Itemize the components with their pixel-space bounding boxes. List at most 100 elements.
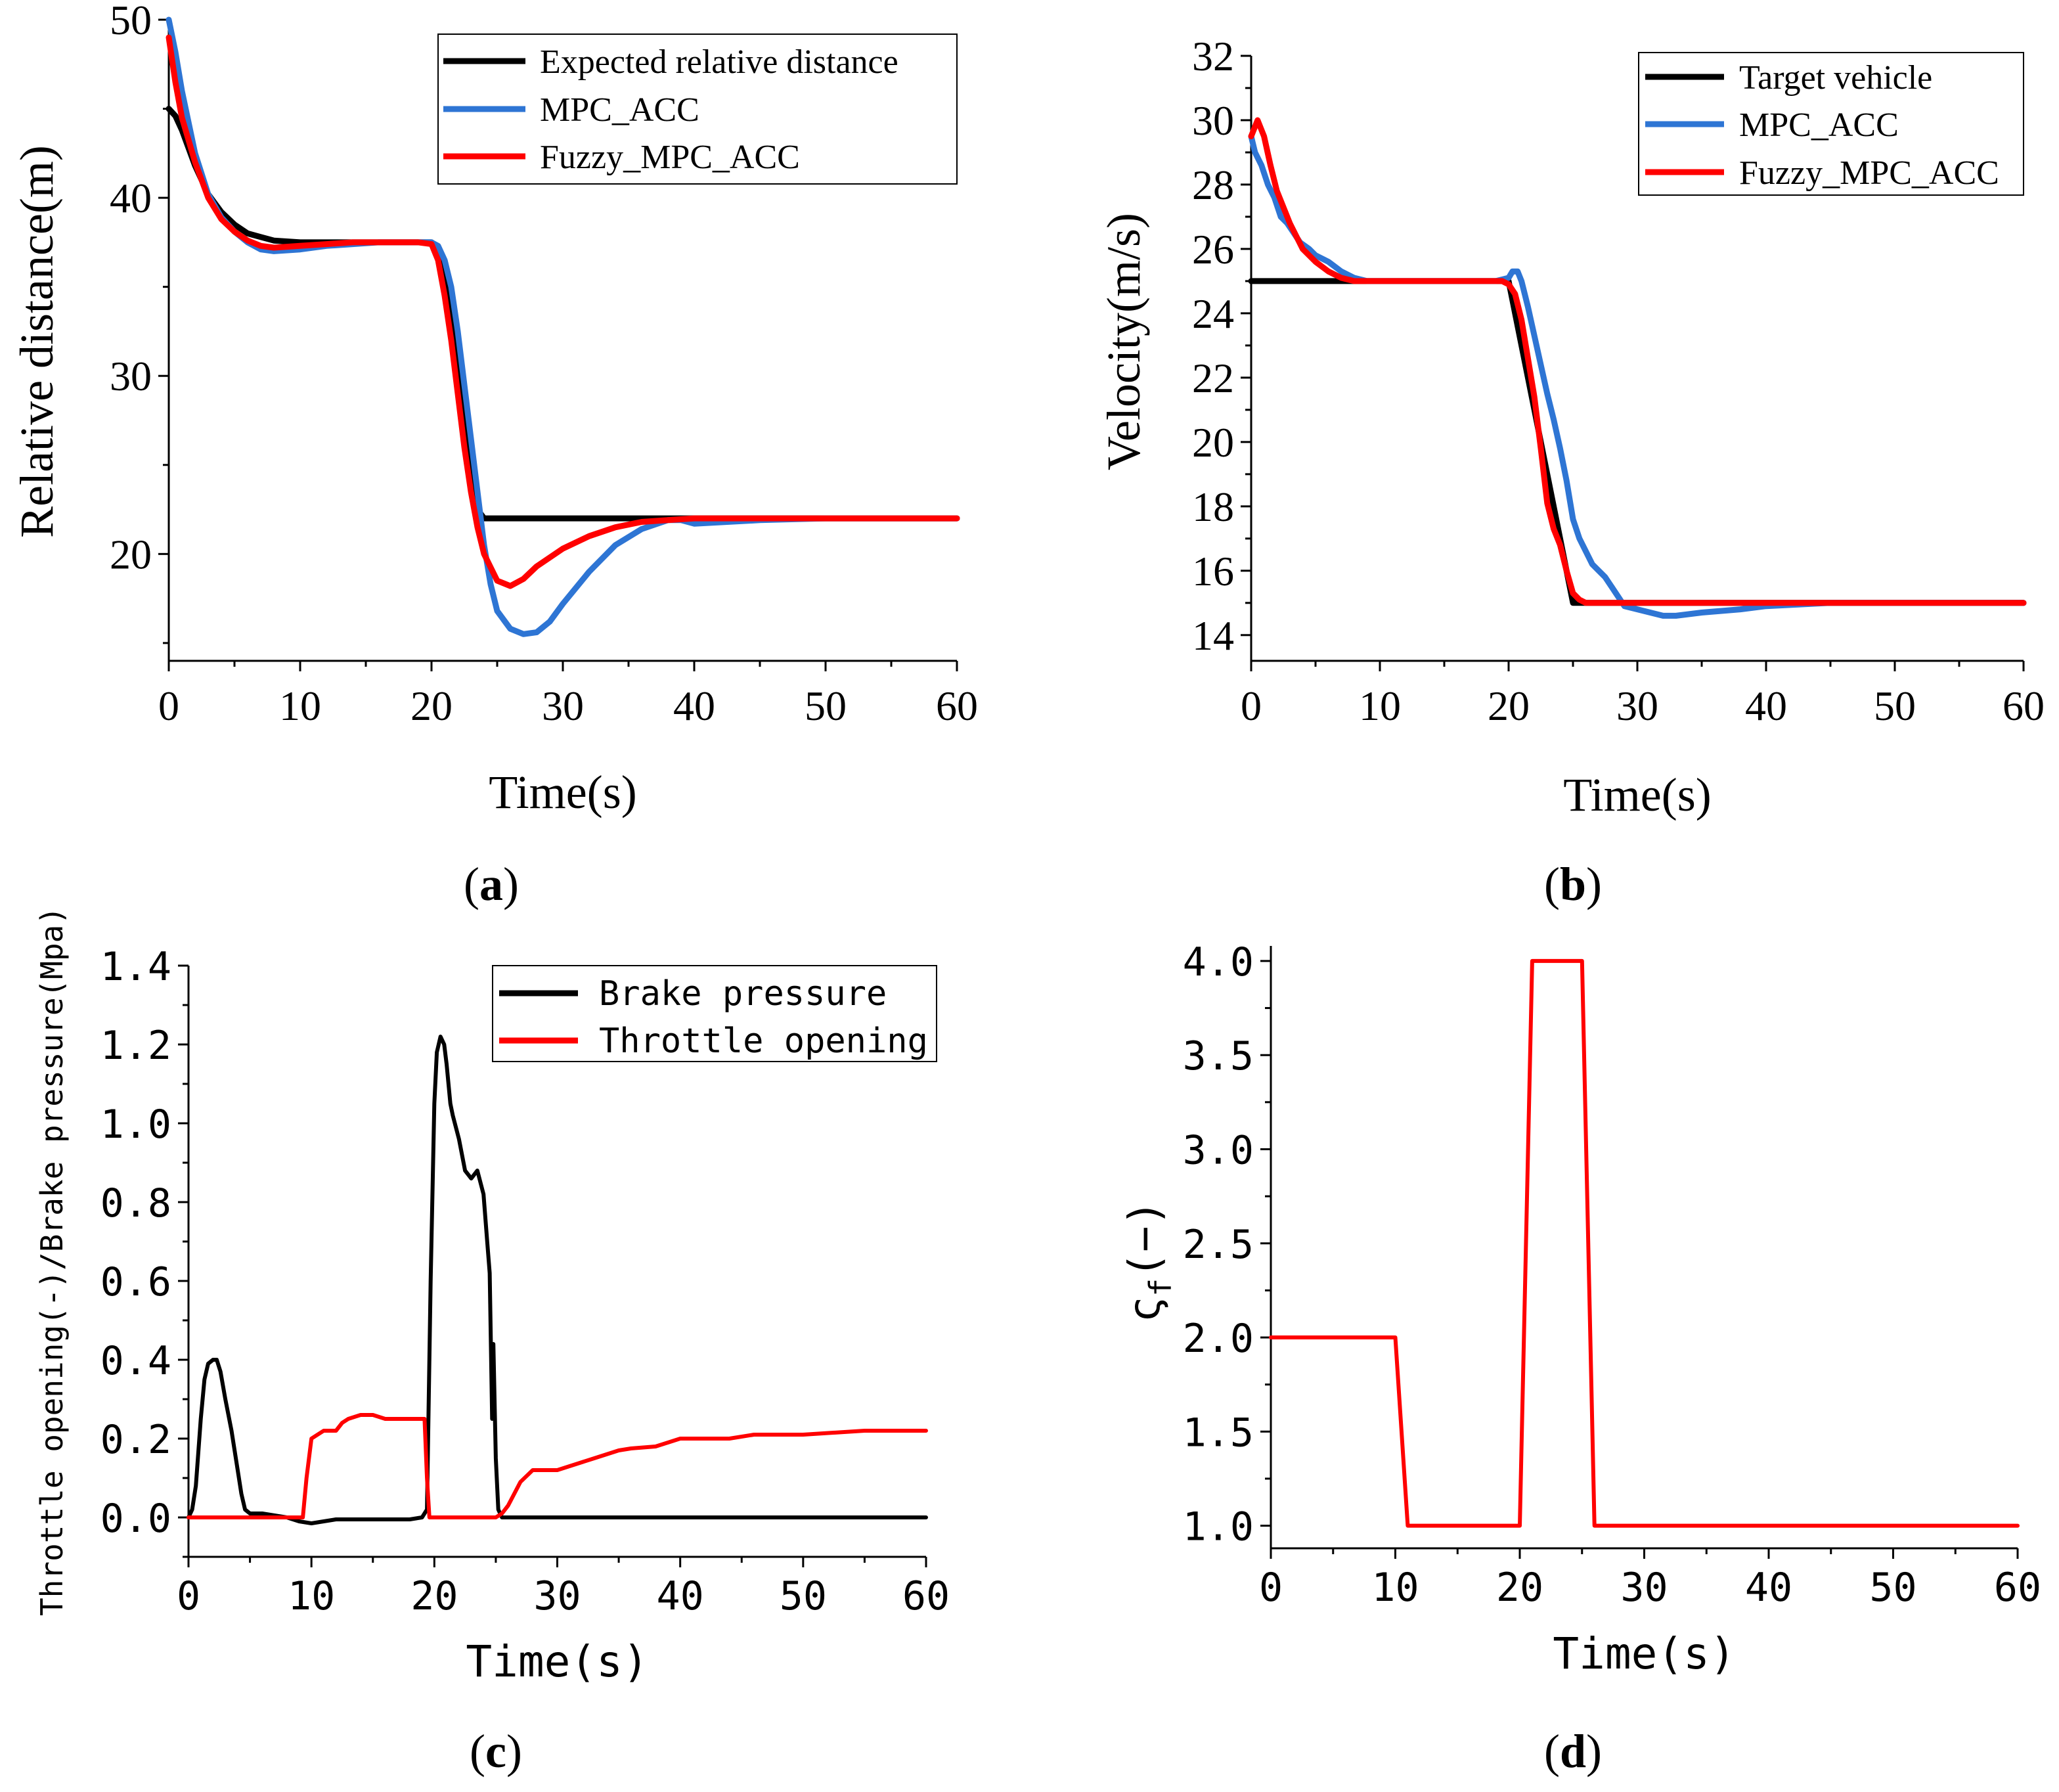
y-tick-label: 18 (1192, 483, 1234, 530)
series-line-target-vehicle (1248, 278, 2027, 606)
y-tick-label: 1.4 (100, 944, 171, 990)
y-tick-label: 26 (1192, 226, 1234, 273)
panel-caption: (d) (1544, 1725, 1602, 1778)
y-axis-label: Velocity(m/s) (1097, 213, 1150, 470)
y-tick-label: 1.5 (1183, 1410, 1254, 1456)
caption-open: ( (464, 858, 479, 910)
x-tick-label: 30 (1620, 1565, 1668, 1611)
caption-close: ) (503, 858, 519, 910)
caption-close: ) (1586, 858, 1602, 910)
y-tick-label: 22 (1192, 355, 1234, 401)
x-tick-label: 60 (1994, 1565, 2041, 1611)
caption-letter: d (1560, 1725, 1586, 1778)
panel-c-throttle-brake-chart: 0 10 20 30 40 50 60 0.0 0.2 0.4 0.6 0.8 1.0 1.2 1.4 Tim… (34, 907, 950, 1778)
y-tick-label: 2.5 (1183, 1222, 1254, 1268)
y-tick-label: 0.2 (100, 1417, 171, 1463)
y-axis-label-symbol: ς (1119, 1297, 1170, 1323)
caption-open: ( (1544, 1725, 1560, 1778)
panel-caption: (a) (464, 858, 519, 910)
y-tick-label: 40 (110, 175, 152, 221)
x-tick-label: 40 (1745, 683, 1787, 729)
x-tick-label: 60 (936, 683, 978, 729)
y-axis-label: Relative distance(m) (11, 145, 63, 538)
series-line-mpc-acc (1248, 133, 2027, 619)
caption-letter: a (479, 858, 503, 910)
x-tick-label: 60 (2003, 683, 2045, 729)
legend-entry: Expected relative distance (540, 43, 898, 81)
caption-letter: b (1560, 858, 1586, 910)
series-line-brake-pressure (187, 1035, 928, 1525)
legend-entry: Target vehicle (1739, 59, 1932, 97)
x-tick-label: 30 (1616, 683, 1658, 729)
y-tick-label: 50 (110, 0, 152, 43)
y-tick-label: 2.0 (1183, 1316, 1254, 1362)
legend-entry: Brake pressure (599, 974, 887, 1014)
x-tick-label: 50 (1869, 1565, 1916, 1611)
x-tick-label: 0 (158, 683, 179, 729)
x-tick-label: 30 (533, 1573, 581, 1619)
series-line-fuzzy-mpc-acc (166, 34, 960, 589)
y-tick-label: 0.6 (100, 1259, 171, 1305)
x-tick-label: 20 (1496, 1565, 1543, 1611)
caption-close: ) (1586, 1725, 1602, 1778)
legend-box (492, 965, 937, 1062)
y-tick-label: 0.8 (100, 1180, 171, 1226)
series-line-fuzzy-mpc-acc (1248, 117, 2027, 606)
panel-b-velocity-chart: 0 10 20 30 40 50 60 14 16 18 20 22 24 26 28 30 32 Time(s)… (1097, 33, 2045, 910)
legend-entry: Throttle opening (599, 1021, 928, 1061)
y-tick-label: 20 (1192, 419, 1234, 466)
y-tick-label: 20 (110, 531, 152, 577)
caption-letter: c (485, 1725, 506, 1778)
x-tick-label: 50 (1874, 683, 1916, 729)
panel-d-coefficient-chart: 0 10 20 30 40 50 60 1.0 1.5 2.0 2.5 3.0 3.5 4.0 Time(s… (1119, 939, 2041, 1778)
x-axis-label: Time(s) (1563, 769, 1711, 821)
series-line-throttle-opening (187, 1413, 928, 1519)
x-tick-label: 50 (805, 683, 847, 729)
x-tick-label: 40 (673, 683, 715, 729)
x-tick-label: 40 (657, 1573, 704, 1619)
panel-caption: (c) (470, 1725, 522, 1778)
x-tick-label: 10 (279, 683, 321, 729)
x-tick-label: 20 (1488, 683, 1530, 729)
legend-entry: MPC_ACC (1739, 106, 1899, 144)
y-tick-label: 16 (1192, 548, 1234, 594)
y-tick-label: 14 (1192, 612, 1234, 659)
legend-entry: Fuzzy_MPC_ACC (540, 139, 800, 176)
x-tick-label: 20 (410, 683, 453, 729)
panel-a-relative-distance-chart: 0 10 20 30 40 50 60 20 30 40 50 Time(s) Relative dis… (11, 0, 978, 910)
x-tick-label: 20 (410, 1573, 458, 1619)
y-tick-label: 32 (1192, 33, 1234, 79)
y-tick-label: 24 (1192, 290, 1234, 337)
y-tick-label: 1.2 (100, 1023, 171, 1069)
x-axis-label: Time(s) (489, 766, 636, 818)
y-tick-label: 30 (110, 353, 152, 399)
legend-entry: MPC_ACC (540, 91, 699, 129)
y-axis-label-suffix: (−) (1119, 1200, 1170, 1278)
y-tick-label: 0.0 (100, 1496, 171, 1542)
caption-open: ( (1544, 858, 1560, 910)
series-line-coefficient (1269, 958, 2020, 1528)
y-tick-label: 28 (1192, 162, 1234, 208)
y-tick-label: 30 (1192, 97, 1234, 144)
y-axis-label-subscript: f (1143, 1278, 1178, 1297)
panel-caption: (b) (1544, 858, 1602, 910)
y-tick-label: 4.0 (1183, 939, 1254, 985)
y-axis-label: Throttle opening(-)/Brake pressure(Mpa) (34, 907, 70, 1616)
x-tick-label: 30 (542, 683, 584, 729)
y-tick-label: 3.5 (1183, 1033, 1254, 1079)
x-tick-label: 10 (288, 1573, 335, 1619)
x-tick-label: 0 (177, 1573, 200, 1619)
x-tick-label: 40 (1745, 1565, 1792, 1611)
x-axis-label: Time(s) (466, 1636, 648, 1687)
x-tick-label: 10 (1371, 1565, 1419, 1611)
x-tick-label: 0 (1259, 1565, 1283, 1611)
y-axis-label: ςf(−) (1119, 1200, 1178, 1323)
caption-close: ) (506, 1725, 522, 1778)
legend-entry: Fuzzy_MPC_ACC (1739, 154, 1999, 192)
x-tick-label: 10 (1359, 683, 1401, 729)
caption-open: ( (470, 1725, 485, 1778)
y-tick-label: 1.0 (100, 1102, 171, 1148)
y-tick-label: 3.0 (1183, 1127, 1254, 1173)
x-axis-label: Time(s) (1553, 1628, 1735, 1679)
